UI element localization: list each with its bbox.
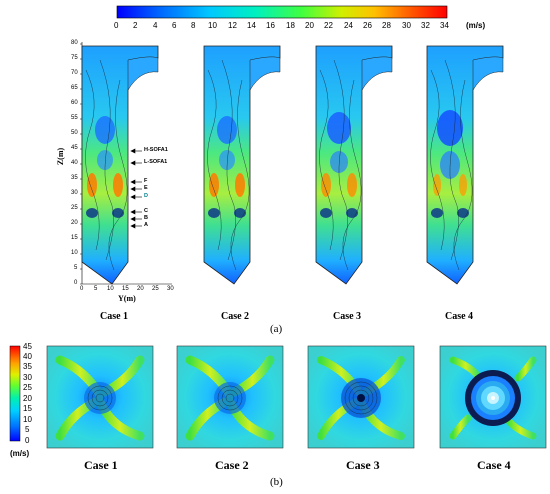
top-colorbar-tick: 4 <box>153 21 158 30</box>
bottom-colorbar-tick: 10 <box>23 415 32 424</box>
port-label: L-SOFA1 <box>144 159 168 165</box>
z-tick: 75 <box>71 55 78 61</box>
bottom-colorbar-unit: (m/s) <box>10 449 30 458</box>
bottom-colorbar-tick: 0 <box>25 436 30 445</box>
top-colorbar-tick: 26 <box>363 21 372 30</box>
bottom-colorbar-tick: 40 <box>23 352 32 361</box>
top-colorbar-tick: 34 <box>440 21 449 30</box>
port-label: C <box>144 208 148 214</box>
case-label-b: Case 1 <box>84 458 118 472</box>
z-tick: 50 <box>71 130 78 136</box>
z-axis-label: Z(m) <box>56 147 66 166</box>
case-label-a: Case 1 <box>100 311 129 322</box>
section-case-2 <box>176 345 284 449</box>
y-tick: 30 <box>167 286 174 292</box>
z-tick: 80 <box>71 40 78 46</box>
top-colorbar-tick: 2 <box>133 21 138 30</box>
port-label: H-SOFA1 <box>144 147 168 153</box>
case-label-a: Case 3 <box>333 311 362 322</box>
top-colorbar-tick: 8 <box>191 21 196 30</box>
bottom-colorbar-tick: 30 <box>23 373 32 382</box>
case-label-b: Case 2 <box>215 458 249 472</box>
y-tick: 25 <box>152 286 159 292</box>
port-label: A <box>144 222 148 228</box>
port-label: D <box>144 193 148 199</box>
port-label: E <box>144 185 148 191</box>
case-label-b: Case 3 <box>346 458 380 472</box>
top-colorbar-unit: (m/s) <box>466 21 486 30</box>
section-case-3 <box>307 345 415 449</box>
top-colorbar-tick: 30 <box>402 21 411 30</box>
case-label-a: Case 2 <box>221 311 250 322</box>
top-colorbar-tick: 6 <box>172 21 177 30</box>
top-colorbar-tick: 22 <box>324 21 333 30</box>
z-tick: 20 <box>71 220 78 226</box>
z-tick: 10 <box>71 250 78 256</box>
top-colorbar-tick: 24 <box>344 21 353 30</box>
y-tick: 5 <box>94 286 98 292</box>
section-case-1 <box>46 345 154 449</box>
z-tick: 65 <box>71 85 78 91</box>
bottom-colorbar-tick: 25 <box>23 383 32 392</box>
z-tick: 60 <box>71 100 78 106</box>
z-tick: 35 <box>71 175 78 181</box>
z-tick: 45 <box>71 145 78 151</box>
y-axis-label: Y(m) <box>118 294 136 303</box>
case-label-a: Case 4 <box>445 311 474 322</box>
y-tick: 20 <box>137 286 144 292</box>
top-colorbar-tick: 20 <box>305 21 314 30</box>
furnace-case-4 <box>426 45 504 285</box>
port-label: B <box>144 215 148 221</box>
top-colorbar-tick: 28 <box>382 21 391 30</box>
top-colorbar-tick: 32 <box>421 21 430 30</box>
top-colorbar-tick: 16 <box>266 21 275 30</box>
furnace-case-2 <box>203 45 281 285</box>
top-colorbar-tick: 18 <box>286 21 295 30</box>
case-label-b: Case 4 <box>477 458 511 472</box>
bottom-colorbar-tick: 5 <box>25 425 30 434</box>
bottom-colorbar-tick: 15 <box>23 404 32 413</box>
bottom-colorbar-tick: 45 <box>23 342 32 351</box>
furnace-case-3 <box>315 45 393 285</box>
z-tick: 40 <box>71 160 78 166</box>
z-tick: 0 <box>74 280 78 286</box>
z-tick: 25 <box>71 205 78 211</box>
z-tick: 15 <box>71 235 78 241</box>
bottom-colorbar-tick: 20 <box>23 394 32 403</box>
furnace-case-1 <box>81 45 159 285</box>
y-tick: 10 <box>107 286 114 292</box>
section-case-4 <box>439 345 547 449</box>
panel-b-label: (b) <box>270 476 283 488</box>
top-colorbar-tick: 14 <box>247 21 256 30</box>
bottom-colorbar <box>9 345 21 442</box>
z-tick: 70 <box>71 70 78 76</box>
y-tick: 15 <box>122 286 129 292</box>
port-label: F <box>144 178 148 184</box>
bottom-colorbar-tick: 35 <box>23 362 32 371</box>
port-arrows <box>130 148 142 229</box>
z-tick: 5 <box>74 265 78 271</box>
z-tick: 30 <box>71 190 78 196</box>
top-colorbar-tick: 10 <box>208 21 217 30</box>
top-colorbar-tick: 0 <box>114 21 119 30</box>
y-tick: 0 <box>80 286 84 292</box>
top-colorbar-tick: 12 <box>228 21 237 30</box>
z-tick: 55 <box>71 115 78 121</box>
panel-a-label: (a) <box>270 323 283 335</box>
top-colorbar <box>116 5 448 19</box>
